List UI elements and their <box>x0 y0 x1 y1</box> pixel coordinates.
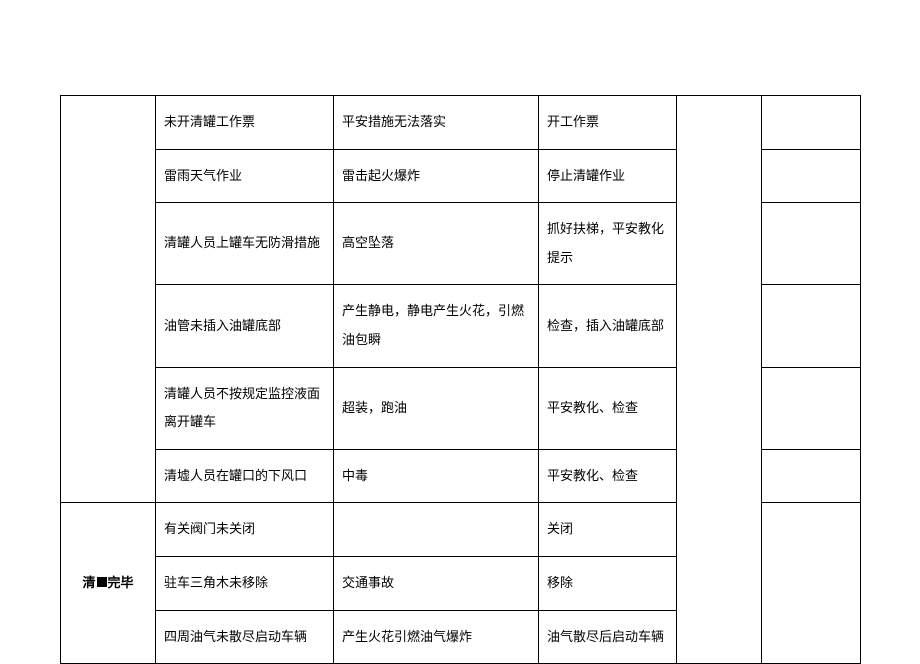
cell-measure: 移除 <box>539 556 677 610</box>
cell-measure: 抓好扶梯，平安教化提示 <box>539 203 677 285</box>
section2-label: 清完毕 <box>61 503 156 664</box>
cell-result <box>334 503 539 557</box>
cell-result: 产生静电，静电产生火花，引燃油包瞬 <box>334 285 539 367</box>
cell-result: 中毒 <box>334 449 539 503</box>
cell-col6 <box>762 149 861 203</box>
cell-col6 <box>762 285 861 367</box>
cell-result: 交通事故 <box>334 556 539 610</box>
cell-measure: 油气散尽后启动车辆 <box>539 610 677 664</box>
cell-col6 <box>762 203 861 285</box>
cell-result: 雷击起火爆炸 <box>334 149 539 203</box>
cell-col6 <box>762 449 861 503</box>
cell-measure: 检查，插入油罐底部 <box>539 285 677 367</box>
cell-hazard: 雷雨天气作业 <box>156 149 334 203</box>
cell-hazard: 清罐人员不按规定监控液面离开罐车 <box>156 367 334 449</box>
cell-result: 产生火花引燃油气爆炸 <box>334 610 539 664</box>
cell-hazard: 油管未插入油罐底部 <box>156 285 334 367</box>
cell-hazard: 四周油气未散尽启动车辆 <box>156 610 334 664</box>
cell-hazard: 有关阀门未关闭 <box>156 503 334 557</box>
cell-measure: 关闭 <box>539 503 677 557</box>
cell-measure: 平安教化、检查 <box>539 449 677 503</box>
cell-measure: 开工作票 <box>539 96 677 150</box>
cell-hazard: 未开清罐工作票 <box>156 96 334 150</box>
label-suffix: 完毕 <box>108 575 134 590</box>
cell-measure: 平安教化、检查 <box>539 367 677 449</box>
cell-result: 高空坠落 <box>334 203 539 285</box>
cell-hazard: 驻车三角木未移除 <box>156 556 334 610</box>
section1-label <box>61 96 156 503</box>
blackbox-icon <box>97 577 107 587</box>
cell-hazard: 清墟人员在罐口的下风口 <box>156 449 334 503</box>
cell-col6 <box>762 503 861 664</box>
cell-measure: 停止清罐作业 <box>539 149 677 203</box>
safety-table-container: 未开清罐工作票 平安措施无法落实 开工作票 雷雨天气作业 雷击起火爆炸 停止清罐… <box>60 95 860 664</box>
cell-result: 超装，跑油 <box>334 367 539 449</box>
table-row: 未开清罐工作票 平安措施无法落实 开工作票 <box>61 96 861 150</box>
cell-hazard: 清罐人员上罐车无防滑措施 <box>156 203 334 285</box>
cell-result: 平安措施无法落实 <box>334 96 539 150</box>
cell-col6 <box>762 96 861 150</box>
cell-col6 <box>762 367 861 449</box>
cell-col5 <box>677 96 762 664</box>
label-prefix: 清 <box>82 575 95 590</box>
safety-table: 未开清罐工作票 平安措施无法落实 开工作票 雷雨天气作业 雷击起火爆炸 停止清罐… <box>60 95 861 664</box>
